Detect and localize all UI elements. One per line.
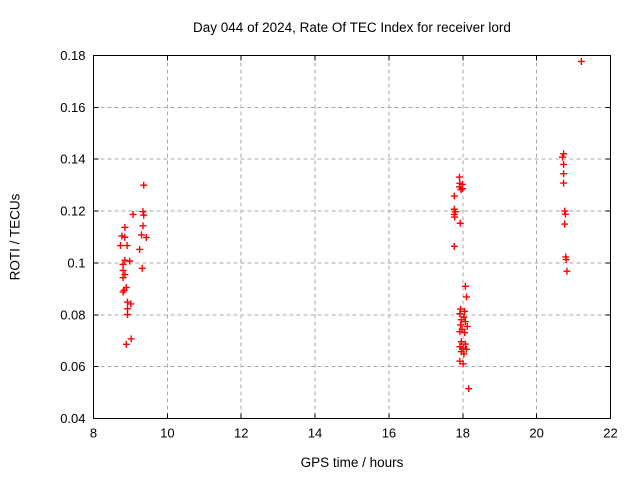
data-point-marker (457, 305, 465, 313)
data-point-marker (560, 150, 568, 158)
chart-title: Day 044 of 2024, Rate Of TEC Index for r… (193, 20, 511, 35)
x-tick-label: 16 (382, 426, 396, 441)
data-point-marker (457, 338, 465, 346)
data-point-marker (116, 242, 124, 250)
data-point-marker (560, 179, 568, 187)
data-point-marker (457, 316, 465, 324)
data-point-marker (461, 318, 469, 326)
data-point-marker (140, 181, 148, 189)
data-point-marker (456, 343, 464, 351)
data-point-marker (450, 242, 458, 250)
data-point-marker (458, 185, 466, 193)
y-tick-label: 0.18 (60, 48, 85, 63)
data-point-marker (123, 311, 131, 319)
data-point-marker (139, 222, 147, 230)
data-point-marker (127, 300, 135, 308)
data-point-marker (577, 57, 585, 65)
data-point-marker (455, 173, 463, 181)
y-tick-label: 0.1 (67, 255, 85, 270)
data-point-marker (450, 192, 458, 200)
data-point-marker (563, 267, 571, 275)
y-tick-label: 0.06 (60, 359, 85, 374)
y-tick-label: 0.04 (60, 411, 85, 426)
y-tick-label: 0.12 (60, 204, 85, 219)
x-tick-label: 10 (160, 426, 174, 441)
data-point-marker (463, 322, 471, 330)
data-point-marker (457, 321, 465, 329)
data-point-marker (119, 260, 127, 268)
data-point-marker (456, 219, 464, 227)
data-point-marker (560, 160, 568, 168)
data-point-marker (457, 186, 465, 194)
data-point-marker (136, 245, 144, 253)
x-tick-label: 20 (529, 426, 543, 441)
data-point-marker (121, 223, 129, 231)
data-point-marker (561, 207, 569, 215)
data-point-marker (462, 345, 470, 353)
data-point-marker (462, 293, 470, 301)
x-tick-label: 8 (90, 426, 97, 441)
data-point-marker (142, 234, 150, 242)
data-point-marker (138, 264, 146, 272)
x-tick-label: 22 (603, 426, 617, 441)
data-point-marker (456, 310, 464, 318)
x-tick-label: 18 (456, 426, 470, 441)
data-point-marker (119, 274, 127, 282)
y-axis-label: ROTI / TECUs (7, 193, 23, 281)
data-point-marker (560, 170, 568, 178)
data-point-marker (139, 208, 147, 216)
data-point-marker (461, 307, 469, 315)
data-point-marker (562, 256, 570, 264)
data-point-marker (558, 153, 566, 161)
x-axis-label: GPS time / hours (300, 455, 404, 470)
data-point-marker (461, 340, 469, 348)
y-tick-label: 0.16 (60, 100, 85, 115)
y-tick-label: 0.14 (60, 152, 85, 167)
data-point-marker (121, 233, 129, 241)
data-point-marker (119, 266, 127, 274)
plot-border (93, 55, 611, 419)
data-point-marker (127, 335, 135, 343)
data-point-marker (121, 256, 129, 264)
data-point-marker (465, 385, 473, 393)
x-tick-label: 12 (234, 426, 248, 441)
data-point-marker (138, 231, 146, 239)
data-point-marker (140, 211, 148, 219)
data-point-marker (122, 340, 130, 348)
data-point-marker (461, 329, 469, 337)
data-point-marker (456, 328, 464, 336)
data-point-marker (451, 213, 459, 221)
data-point-marker (460, 350, 468, 358)
data-point-marker (459, 360, 467, 368)
data-point-marker (561, 220, 569, 228)
y-tick-label: 0.08 (60, 307, 85, 322)
data-point-marker (126, 257, 134, 265)
data-point-marker (461, 282, 469, 290)
x-tick-label: 14 (308, 426, 322, 441)
data-point-marker (119, 288, 127, 296)
data-point-marker (129, 210, 137, 218)
data-point-marker (123, 242, 131, 250)
data-point-marker (561, 210, 569, 218)
